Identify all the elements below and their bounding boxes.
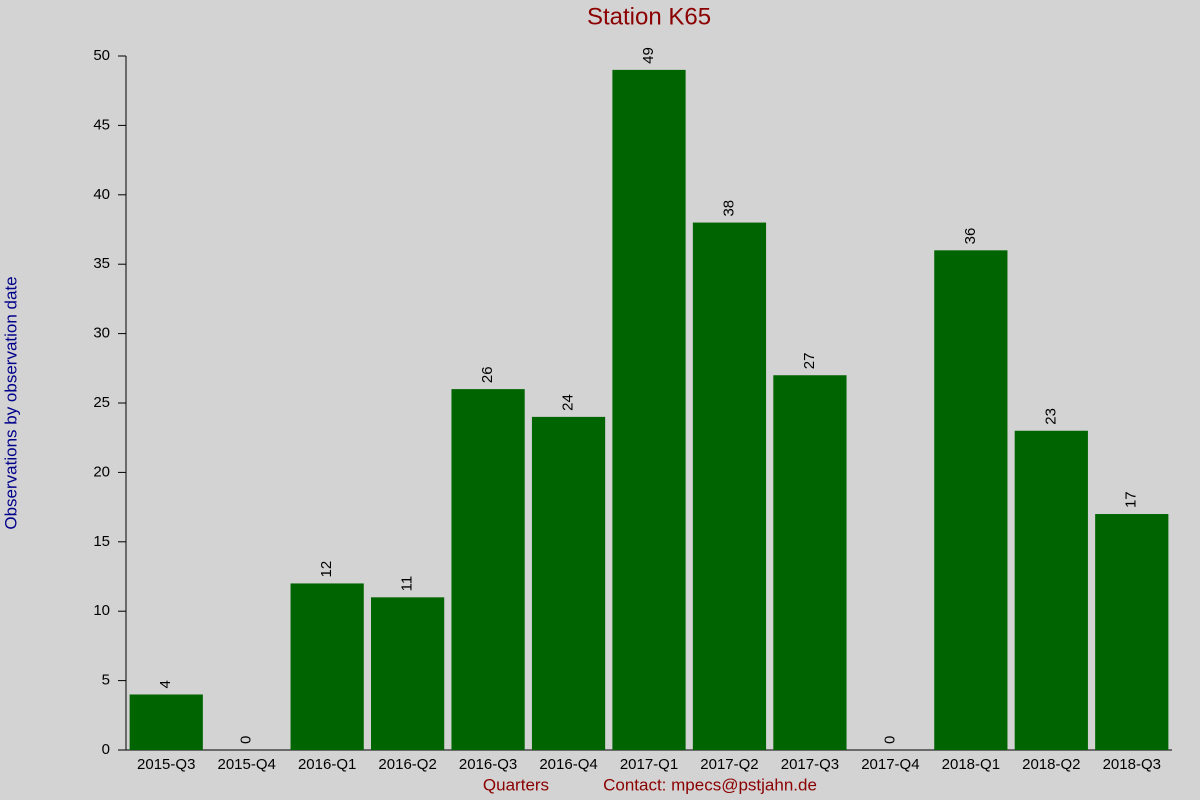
x-tick-label: 2016-Q2 [378, 756, 436, 773]
y-tick-label: 30 [93, 325, 110, 342]
x-tick-label: 2018-Q3 [1103, 756, 1161, 773]
x-tick-label: 2016-Q1 [298, 756, 356, 773]
bar [612, 69, 686, 750]
x-tick-label: 2018-Q1 [942, 756, 1000, 773]
x-axis-label: Quarters [483, 775, 549, 794]
bar [1014, 430, 1088, 750]
value-label: 24 [560, 394, 577, 411]
value-label: 36 [962, 228, 979, 245]
bar [371, 597, 445, 750]
y-tick-label: 15 [93, 533, 110, 550]
chart-title: Station K65 [587, 3, 711, 30]
bar [773, 375, 847, 750]
y-tick-label: 35 [93, 255, 110, 272]
value-label: 0 [238, 736, 255, 744]
y-axis-label: Observations by observation date [1, 276, 20, 529]
x-tick-label: 2017-Q4 [861, 756, 919, 773]
value-label: 17 [1123, 491, 1140, 508]
x-tick-label: 2016-Q3 [459, 756, 517, 773]
bar [129, 694, 203, 750]
x-tick-label: 2017-Q2 [700, 756, 758, 773]
y-tick-label: 50 [93, 47, 110, 64]
value-label: 4 [157, 680, 174, 688]
y-tick-label: 20 [93, 463, 110, 480]
y-tick-label: 0 [102, 741, 110, 758]
bar [692, 222, 767, 750]
bar [934, 250, 1008, 750]
y-tick-label: 5 [102, 672, 110, 689]
x-tick-label: 2017-Q3 [781, 756, 839, 773]
value-label: 26 [479, 366, 496, 383]
x-tick-label: 2015-Q4 [218, 756, 276, 773]
y-tick-label: 45 [93, 116, 110, 133]
value-label: 23 [1042, 408, 1059, 425]
bar [531, 416, 606, 750]
value-label: 11 [399, 576, 416, 592]
bar [1095, 514, 1169, 750]
bar [451, 389, 525, 750]
footer: Contact: mpecs@pstjahn.de [603, 775, 817, 794]
y-tick-label: 25 [93, 394, 110, 411]
value-label: 27 [801, 353, 818, 370]
x-tick-label: 2017-Q1 [620, 756, 678, 773]
bar [290, 583, 364, 750]
x-tick-label: 2015-Q3 [137, 756, 195, 773]
y-tick-label: 10 [93, 602, 110, 619]
value-label: 49 [640, 47, 657, 64]
value-label: 0 [881, 736, 898, 744]
value-label: 38 [720, 200, 737, 217]
value-label: 12 [318, 561, 335, 578]
x-tick-label: 2018-Q2 [1022, 756, 1080, 773]
y-tick-label: 40 [93, 186, 110, 203]
x-tick-label: 2016-Q4 [539, 756, 597, 773]
